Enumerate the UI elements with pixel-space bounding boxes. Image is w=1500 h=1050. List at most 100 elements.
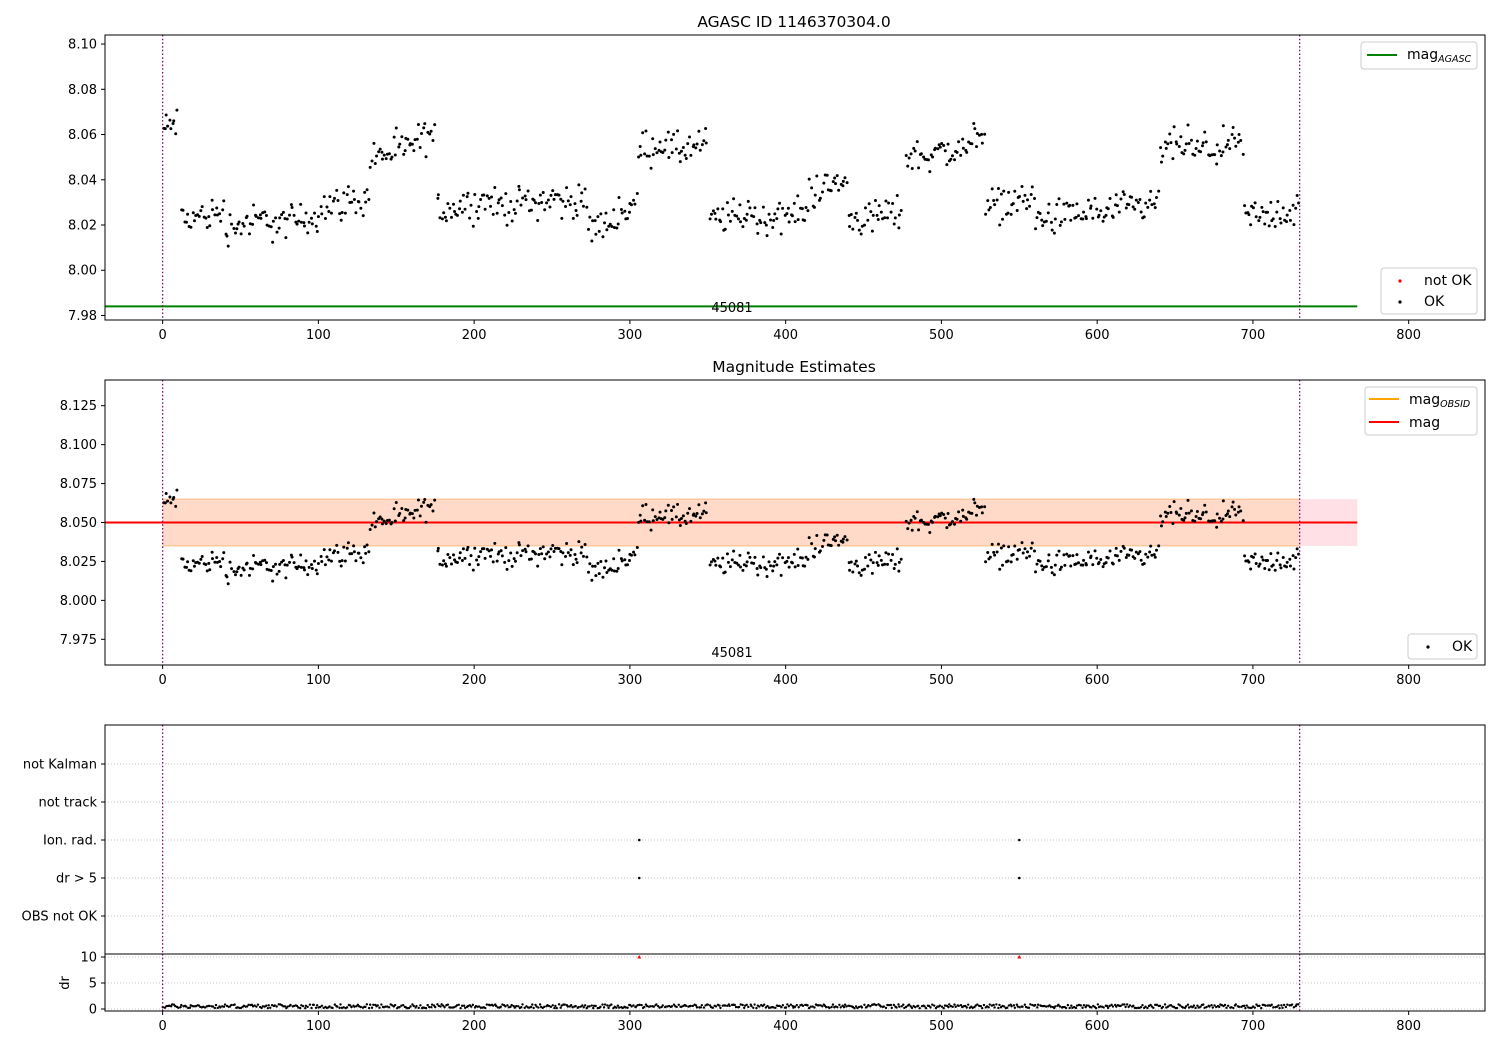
ok-point-442 <box>856 218 860 222</box>
estimate-point-227 <box>519 554 523 558</box>
estimate-point-670 <box>1215 525 1219 529</box>
ok-point-52 <box>245 214 249 218</box>
estimate-point-333 <box>684 521 688 525</box>
agasc-legend-bottom: not OK OK <box>1380 267 1478 315</box>
estimate-point-504 <box>955 517 959 521</box>
ok-point-604 <box>1111 215 1115 219</box>
estimate-point-195 <box>469 554 473 558</box>
dr-point-101 <box>318 1005 322 1009</box>
ok-point-175 <box>438 216 442 220</box>
dr-point-547 <box>1013 1006 1017 1009</box>
ok-point-683 <box>1234 144 1238 148</box>
estimate-point-568 <box>1055 553 1059 557</box>
ok-point-357 <box>723 227 727 231</box>
ok-point-715 <box>1285 220 1289 224</box>
ok-point-251 <box>557 193 561 197</box>
dr-point-500 <box>940 1005 944 1008</box>
estimate-point-221 <box>510 564 514 568</box>
dr-point-672 <box>1208 1005 1211 1008</box>
dr-point-720 <box>1282 1003 1286 1007</box>
estimate-point-224 <box>515 551 519 555</box>
ok-point-324 <box>670 151 674 155</box>
ok-point-94 <box>310 222 314 226</box>
estimate-point-48 <box>239 573 243 577</box>
ok-point-675 <box>1221 124 1225 128</box>
ok-point-49 <box>241 221 245 225</box>
estimate-point-470 <box>899 557 903 561</box>
ok-point-127 <box>363 190 367 194</box>
ok-point-110 <box>336 199 340 203</box>
dr-point-475 <box>902 1003 905 1006</box>
estimate-point-285 <box>610 568 614 572</box>
dr-point-208 <box>485 1003 489 1006</box>
ok-point-630 <box>1152 202 1156 206</box>
dr-xtick-label-400: 400 <box>773 1019 798 1034</box>
ok-point-547 <box>1023 193 1027 197</box>
ok-point-372 <box>746 199 750 203</box>
dr-point-486 <box>918 1007 921 1010</box>
dr-point-429 <box>830 1005 833 1009</box>
ok-point-439 <box>851 227 855 231</box>
ok-point-161 <box>415 137 419 141</box>
ok-point-429 <box>835 174 839 178</box>
estimate-point-574 <box>1065 552 1069 556</box>
estimate-point-216 <box>503 560 507 564</box>
estimate-point-153 <box>403 516 407 520</box>
dr-point-203 <box>477 1005 481 1008</box>
dr-point-441 <box>848 1004 852 1008</box>
dr-point-437 <box>842 1005 846 1009</box>
estimate-point-455 <box>876 563 880 567</box>
dr-xtick-label-100: 100 <box>306 1019 331 1034</box>
ok-point-633 <box>1157 189 1161 193</box>
estimate-point-544 <box>1018 548 1022 552</box>
ok-point-75 <box>281 210 285 214</box>
ok-point-169 <box>428 132 432 136</box>
ok-point-387 <box>771 225 775 229</box>
ok-point-679 <box>1228 147 1232 151</box>
ok-point-660 <box>1199 150 1203 154</box>
dr-point-655 <box>1181 1006 1185 1009</box>
dr-point-353 <box>711 1006 715 1009</box>
ok-point-430 <box>837 188 841 192</box>
ok-point-58 <box>254 214 258 218</box>
dr-point-604 <box>1102 1006 1105 1009</box>
estimate-point-219 <box>507 559 511 563</box>
dr-point-659 <box>1187 1006 1191 1009</box>
dr-point-86 <box>295 1004 299 1008</box>
estimate-point-538 <box>1009 560 1013 564</box>
ok-point-550 <box>1028 204 1032 208</box>
estimate-point-238 <box>537 552 541 556</box>
dr-point-701 <box>1253 1006 1256 1009</box>
dr-point-719 <box>1281 1006 1284 1010</box>
estimate-point-61 <box>259 563 263 567</box>
estimate-point-174 <box>436 546 440 550</box>
estimate-point-406 <box>800 556 804 560</box>
ok-legend-label-2: OK <box>1452 639 1473 655</box>
ok-point-402 <box>793 220 797 224</box>
estimate-point-324 <box>670 517 674 521</box>
estimate-point-25 <box>204 563 208 567</box>
estimate-point-439 <box>851 570 855 574</box>
dr-point-61 <box>256 1003 260 1006</box>
ok-point-229 <box>523 194 527 198</box>
dr-point-421 <box>817 1004 820 1007</box>
dr-point-152 <box>398 1005 401 1009</box>
estimate-point-404 <box>796 564 800 568</box>
estimate-point-299 <box>632 550 636 554</box>
estimate-point-37 <box>222 551 226 555</box>
estimate-point-326 <box>674 515 678 519</box>
ok-point-477 <box>913 149 917 153</box>
ok-point-420 <box>822 181 826 185</box>
dr-point-215 <box>496 1006 499 1009</box>
ok-point-153 <box>403 149 407 153</box>
ok-point-492 <box>937 143 941 147</box>
agasc-ytick-label-4: 8.06 <box>68 128 97 143</box>
estimate-point-551 <box>1029 546 1033 550</box>
estimate-point-163 <box>418 514 422 518</box>
dr-point-250 <box>551 1004 554 1007</box>
ok-point-338 <box>692 143 696 147</box>
ok-point-602 <box>1108 197 1112 201</box>
dr-point-90 <box>301 1004 305 1008</box>
ok-point-211 <box>495 211 499 215</box>
ok-point-443 <box>857 228 861 232</box>
